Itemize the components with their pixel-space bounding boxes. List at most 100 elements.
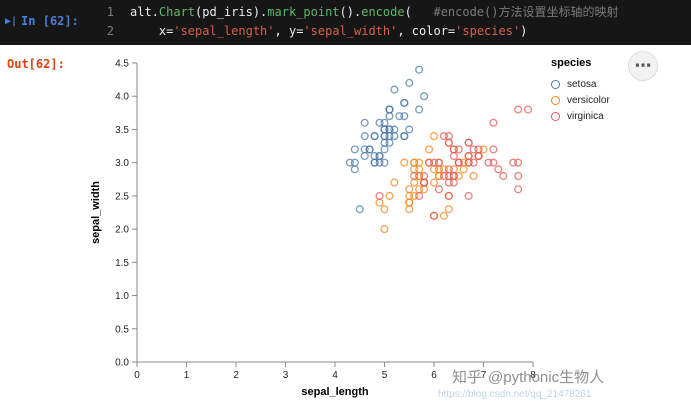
- x-tick-label: 1: [184, 370, 190, 381]
- x-tick-label: 8: [530, 370, 536, 381]
- scatter-plot: 0 1 2 3 4 5 6 7 8 0.0 0.5 1.0 1.5 2.0 2.5 3.0 3.5 4.0 4.5 s…: [90, 59, 536, 399]
- data-point: [420, 171, 429, 181]
- code-token: 'sepal_width': [303, 24, 398, 38]
- data-point: [365, 145, 374, 154]
- y-tick-label: 1.0: [115, 291, 129, 302]
- data-point: [444, 178, 453, 187]
- data-point: [434, 171, 444, 181]
- data-point: [400, 98, 409, 107]
- data-point: [454, 171, 463, 181]
- data-point: [489, 158, 498, 167]
- data-point: [390, 132, 399, 141]
- data-point: [509, 158, 518, 167]
- data-point: [444, 165, 453, 174]
- legend-item: virginica: [551, 108, 610, 124]
- code-token: 'species': [455, 24, 521, 38]
- data-point: [415, 171, 424, 181]
- code-token: x=: [130, 24, 174, 38]
- data-point: [385, 112, 394, 121]
- data-point: [439, 132, 448, 141]
- data-point: [350, 165, 359, 174]
- x-tick-label: 4: [332, 370, 338, 381]
- code-editor[interactable]: 1 alt.Chart(pd_iris).mark_point().encode(…: [100, 3, 619, 41]
- data-point: [434, 158, 444, 167]
- data-point: [449, 151, 458, 161]
- code-cell[interactable]: ▶| In [62]: 1 alt.Chart(pd_iris).mark_poi…: [0, 0, 691, 45]
- line-number: 1: [106, 5, 114, 19]
- code-token: ().: [339, 5, 362, 19]
- data-point: [375, 151, 384, 161]
- y-tick-label: 0.5: [115, 324, 129, 335]
- watermark-brand: 知乎: [452, 369, 483, 386]
- data-point: [410, 178, 419, 187]
- code-token: , y=: [274, 24, 304, 38]
- legend-entries: setosa versicolor virginica: [551, 76, 610, 124]
- data-point: [454, 158, 463, 167]
- legend-label: versicolor: [567, 94, 610, 106]
- data-point: [350, 145, 359, 154]
- code-token: Chart: [158, 5, 196, 19]
- legend-label: setosa: [567, 78, 597, 90]
- data-point: [469, 158, 478, 167]
- data-point: [370, 158, 379, 167]
- data-point: [429, 211, 439, 220]
- y-tick-label: 4.5: [115, 59, 129, 70]
- data-point: [385, 191, 394, 200]
- y-tick-label: 3.0: [115, 158, 129, 169]
- code-token: mark_point: [267, 5, 340, 19]
- data-point: [380, 158, 389, 167]
- code-token: alt.: [130, 5, 159, 19]
- data-point: [420, 178, 429, 187]
- watermark-text: 知乎 @pythonic生物人: [452, 366, 604, 387]
- data-point: [449, 171, 458, 181]
- data-point: [439, 211, 448, 220]
- watermark-url: https://blog.csdn.net/qq_21478261: [438, 389, 592, 400]
- data-point: [350, 158, 359, 167]
- data-point: [474, 151, 483, 161]
- data-point: [415, 65, 424, 74]
- data-point: [514, 105, 523, 114]
- legend-swatch: [551, 111, 560, 121]
- chart-actions-button[interactable]: ⋯: [628, 51, 658, 81]
- data-point: [454, 145, 463, 154]
- data-point: [355, 205, 364, 214]
- code-token: encode: [361, 5, 405, 19]
- data-point: [375, 191, 384, 200]
- x-tick-label: 6: [431, 370, 437, 381]
- input-prompt: ▶| In [62]:: [5, 14, 79, 28]
- data-point: [444, 171, 453, 181]
- data-point: [390, 125, 399, 134]
- data-point: [410, 171, 419, 181]
- data-point: [444, 132, 453, 141]
- data-point: [429, 165, 439, 174]
- x-tick-label: 0: [134, 370, 140, 381]
- data-point: [400, 112, 409, 121]
- data-point: [439, 171, 448, 181]
- x-tick-label: 5: [382, 370, 388, 381]
- data-point: [523, 105, 533, 114]
- data-point: [400, 158, 409, 167]
- data-point: [385, 105, 394, 114]
- data-point: [464, 158, 473, 167]
- data-point: [360, 151, 369, 161]
- data-point: [380, 145, 389, 154]
- code-token: , color=: [397, 24, 456, 38]
- y-tick-label: 2.5: [115, 191, 129, 202]
- data-point: [469, 171, 478, 181]
- data-point: [424, 145, 434, 154]
- legend-title: species: [551, 57, 592, 69]
- data-point: [405, 198, 414, 207]
- data-point: [380, 138, 389, 147]
- data-point: [390, 178, 399, 187]
- data-point: [410, 191, 419, 200]
- output-prompt: Out[62]:: [7, 57, 65, 71]
- x-tick-label: 7: [481, 370, 487, 381]
- data-point: [375, 118, 384, 127]
- run-icon: ▶|: [5, 15, 18, 27]
- data-point: [459, 165, 468, 174]
- legend-label: virginica: [567, 110, 604, 122]
- data-point: [484, 158, 493, 167]
- data-point: [464, 151, 473, 161]
- code-token: (pd_iris).: [195, 5, 268, 19]
- x-tick-label: 2: [233, 370, 239, 381]
